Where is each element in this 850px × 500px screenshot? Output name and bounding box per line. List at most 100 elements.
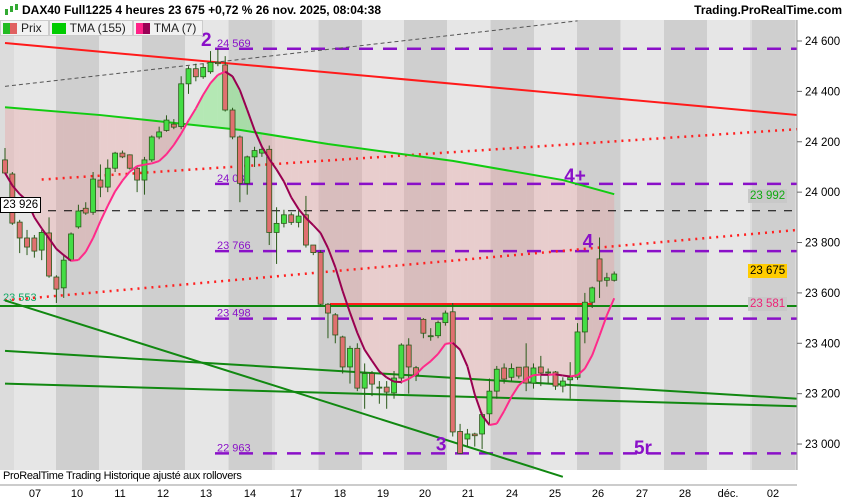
candle (244, 155, 251, 195)
tma-fill (173, 122, 182, 145)
tma7-swatch-icon (135, 22, 150, 34)
tma-fill (460, 162, 468, 367)
tma-fill (357, 147, 365, 350)
candle (104, 159, 111, 193)
y-tick-label: 24 000 (805, 187, 840, 199)
day-band (142, 20, 185, 470)
candle-body (435, 322, 441, 337)
candle-body (574, 331, 581, 378)
tma7-segment (99, 205, 109, 222)
tma7-segment (305, 217, 314, 226)
tma7-segment (187, 107, 197, 122)
x-tick-label: 18 (334, 488, 346, 500)
candle-body (545, 371, 552, 374)
candle-body (163, 119, 170, 131)
tma-fill (85, 113, 94, 252)
candle-body (46, 232, 52, 277)
day-band (185, 20, 228, 470)
candle-body (288, 214, 295, 223)
tma-fill (599, 190, 607, 336)
candle-body (134, 167, 141, 181)
candle-body (552, 371, 559, 387)
candle (148, 135, 155, 162)
tma7-segment (452, 342, 461, 351)
candle-body (596, 258, 603, 282)
tma-fill (239, 90, 248, 132)
candle-body (207, 62, 214, 73)
candle-body (2, 159, 8, 174)
candle-body (376, 386, 383, 389)
trendline (4, 42, 798, 117)
legend-item-prix[interactable]: Prix (0, 20, 49, 36)
tma7-segment (510, 384, 520, 398)
candle (361, 363, 368, 409)
candle (310, 244, 317, 256)
candle (170, 119, 177, 130)
tma-fill (349, 147, 358, 333)
tma-fill (474, 164, 483, 416)
tma7-segment (11, 184, 21, 195)
x-tick-label: 07 (29, 488, 41, 500)
tma7-segment (129, 165, 138, 173)
candle-body (119, 152, 126, 158)
day-band (664, 20, 707, 470)
tma-fill (320, 142, 328, 248)
tma7-segment (261, 146, 271, 160)
y-tick-label: 24 400 (805, 86, 840, 98)
candle (178, 76, 185, 130)
tma7-segment (562, 374, 571, 378)
candle (471, 432, 478, 447)
tma7-segment (165, 144, 175, 155)
candle-body (214, 62, 221, 65)
tma7-segment (194, 94, 205, 109)
candle-body (236, 136, 243, 184)
x-tick-label: 21 (462, 488, 474, 500)
legend-item-tma7[interactable]: TMA (7) (132, 20, 204, 36)
tma-fill (210, 74, 218, 128)
tma-fill (335, 145, 343, 292)
tma7-segment (209, 74, 219, 84)
tma-fill (504, 169, 512, 412)
candle-body (332, 314, 339, 336)
tma7-segment (503, 396, 513, 412)
candle-body (97, 179, 104, 188)
tma7-segment (231, 75, 241, 91)
tma7-segment (297, 208, 307, 219)
tma7-price-badge: 23 581 (748, 297, 788, 311)
x-tick-label: 24 (506, 488, 518, 500)
tma-fill (592, 188, 600, 356)
tma7-segment (106, 190, 116, 207)
tma7-segment (445, 341, 453, 345)
candle (354, 343, 361, 392)
legend: Prix TMA (155) TMA (7) (0, 20, 204, 36)
tma-fill (203, 83, 211, 127)
tma-fill (137, 118, 145, 167)
x-tick-label: 14 (244, 488, 256, 500)
tma7-segment (422, 360, 432, 368)
candle-body (156, 131, 163, 138)
tma7-segment (356, 332, 366, 351)
trendline (41, 127, 798, 181)
candle-body (442, 312, 449, 324)
candle (24, 229, 30, 256)
tma-fill (49, 110, 57, 249)
tma7-segment (466, 366, 476, 395)
tma7-segment (473, 394, 484, 416)
tma7-segment (481, 414, 491, 426)
candle-body (31, 237, 38, 252)
tma7-segment (341, 290, 351, 313)
x-axis-bg (0, 485, 850, 500)
candlestick-logo-icon (5, 4, 18, 15)
tma7-segment (121, 171, 131, 182)
last-price-badge: 23 675 (748, 264, 788, 278)
candle (90, 171, 96, 215)
legend-item-tma155[interactable]: TMA (155) (48, 20, 133, 36)
tma-fill (283, 136, 292, 198)
tma7-segment (253, 129, 263, 148)
level-label: 23 766 (217, 240, 251, 252)
tma7-segment (217, 70, 226, 76)
wave-label: 3 (436, 434, 447, 455)
candle-body (185, 68, 192, 85)
tma-fill (19, 108, 28, 201)
